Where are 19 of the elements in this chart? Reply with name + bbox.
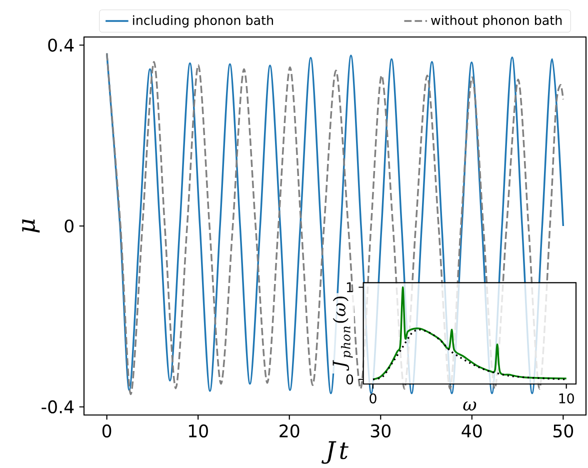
- y-tick-label: 0.4: [48, 38, 74, 52]
- y-tick-label: 1: [346, 282, 353, 292]
- x-axis-title: $\omega$: [463, 402, 476, 411]
- x-tick-label: 10: [188, 424, 208, 438]
- x-tick-label: 10: [559, 393, 574, 404]
- legend-label: without phonon bath: [431, 15, 562, 28]
- x-tick-label: 40: [462, 424, 482, 438]
- x-axis-title: $Jt$: [322, 441, 348, 464]
- x-tick-label: 30: [370, 424, 391, 438]
- x-tick-label: 0: [102, 424, 112, 438]
- y-axis-title: $\mu$: [22, 219, 40, 233]
- y-tick-label: 0: [64, 219, 74, 233]
- y-tick-label: -0.4: [42, 400, 74, 414]
- y-axis-title: $J_{phon}(\omega)$: [332, 296, 353, 371]
- x-tick-label: 50: [553, 424, 574, 438]
- line-series: [372, 328, 568, 380]
- legend-label: including phonon bath: [133, 15, 274, 28]
- line-series: [372, 286, 568, 380]
- x-tick-label: 20: [280, 424, 300, 438]
